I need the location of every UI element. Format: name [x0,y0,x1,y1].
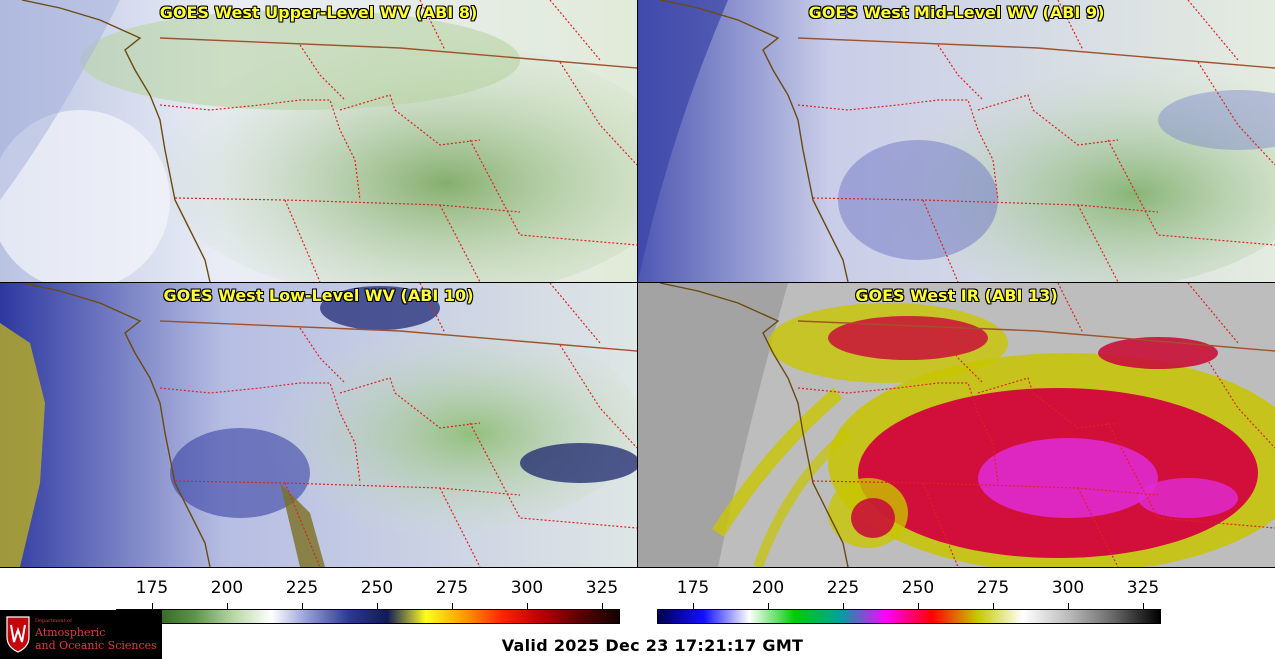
logo-line2: and Oceanic Sciences [35,639,157,652]
colorbar-tick-label: 325 [585,578,619,598]
colorbar-tick-label: 250 [360,578,394,598]
ir-colorbar-strip [657,609,1161,624]
ir-image [638,283,1275,567]
colorbar-tick-mark [843,603,844,609]
colorbar-tick-mark [452,603,453,609]
colorbar-tick-mark [693,603,694,609]
colorbar-tick-label: 325 [1126,578,1160,598]
colorbar-tick-mark [302,603,303,609]
colorbar-tick-mark [993,603,994,609]
colorbar-tick-label: 175 [135,578,169,598]
colorbar-tick-label: 275 [976,578,1010,598]
logo-line1: Atmospheric [35,626,106,639]
panel-upper-level-wv: GOES West Upper-Level WV (ABI 8) [0,0,637,282]
valid-time-text: Valid 2025 Dec 23 17:21:17 GMT [501,636,804,655]
wv-colorbar-strip [116,609,620,624]
ir-colorbar-ticks: 175 200 225 250 275 300 325 [657,578,1161,609]
panel-low-level-wv: GOES West Low-Level WV (ABI 10) [0,283,637,567]
colorbar-tick-mark [1068,603,1069,609]
mid-level-wv-image [638,0,1275,282]
panel-divider-vertical [637,0,638,567]
uw-shield-icon [6,616,30,653]
colorbar-tick-label: 200 [210,578,244,598]
colorbar-tick-label: 300 [1051,578,1085,598]
colorbar-tick-mark [768,603,769,609]
colorbar-tick-label: 225 [285,578,319,598]
image-bottom-border [0,567,1275,568]
upper-level-wv-image [0,0,637,282]
colorbar-tick-mark [227,603,228,609]
low-level-wv-image [0,283,637,567]
colorbar-tick-label: 225 [826,578,860,598]
aos-logo: Department of Atmospheric and Oceanic Sc… [0,610,162,659]
wv-colorbar: 175 200 225 250 275 300 325 [116,578,620,624]
colorbar-tick-mark [152,603,153,609]
wv-colorbar-ticks: 175 200 225 250 275 300 325 [116,578,620,609]
colorbar-tick-mark [918,603,919,609]
ir-colorbar: 175 200 225 250 275 300 325 [657,578,1161,624]
logo-dept-text: Department of [35,618,72,624]
colorbar-tick-mark [1143,603,1144,609]
colorbar-tick-label: 200 [751,578,785,598]
colorbar-tick-label: 175 [676,578,710,598]
colorbar-tick-label: 300 [510,578,544,598]
panel-ir: GOES West IR (ABI 13) [638,283,1275,567]
panel-divider-horizontal [0,282,1275,283]
colorbar-tick-label: 250 [901,578,935,598]
colorbar-tick-mark [527,603,528,609]
colorbar-tick-mark [377,603,378,609]
colorbar-tick-label: 275 [435,578,469,598]
colorbar-tick-mark [602,603,603,609]
panel-mid-level-wv: GOES West Mid-Level WV (ABI 9) [638,0,1275,282]
